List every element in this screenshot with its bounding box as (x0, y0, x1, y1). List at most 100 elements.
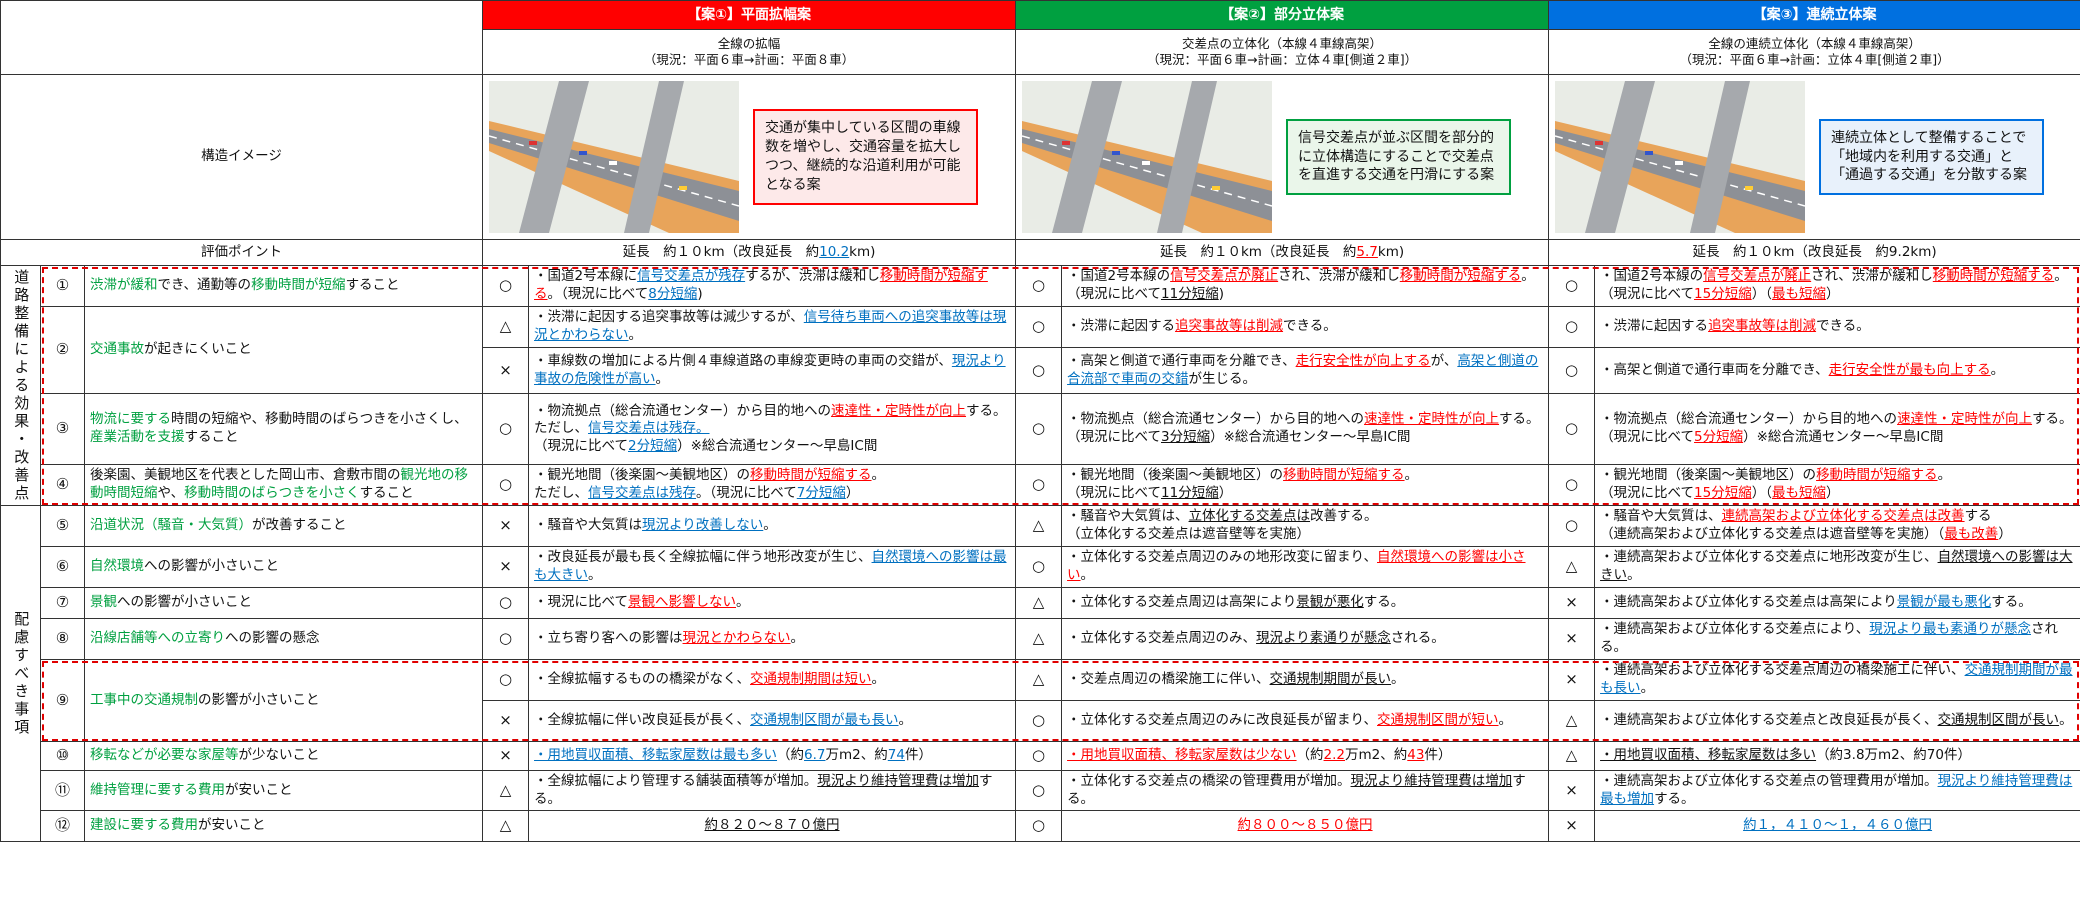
text: （約 (777, 747, 805, 764)
text: ・全線拡幅により管理する舗装面積等が増加。 (534, 773, 818, 789)
text: 延長 約１０km（改良延長 約9.2km) (1692, 243, 1937, 260)
data-row: ⑫ 建設に要する費用が安いこと △ 約８２０～８７０億円 ○ 約８００～８５０億円 × 約１，… (1, 810, 2080, 843)
evaluation-text: ・騒音や大気質は現況より改善しない。 (528, 505, 1017, 547)
text-green: 移動時間が短縮 (251, 277, 346, 294)
item-number: ⑧ (40, 618, 85, 660)
evaluation-text: ・立体化する交差点周辺のみに改良延長が留まり、交通規制区間が短い。 (1061, 700, 1550, 742)
evaluation-text: ・連続高架および立体化する交差点により、現況より最も素通りが懸念される。 (1594, 618, 2080, 660)
rating-mark: ○ (1015, 810, 1063, 843)
subtitle-line: （現況：平面６車→計画：立体４車[側道２車]） (1146, 52, 1418, 67)
text: ・物流拠点（総合流通センター）から目的地への (1600, 411, 1898, 428)
rating-mark: ○ (1015, 347, 1063, 394)
text-red: 15分短縮 (1694, 286, 1752, 302)
text-red: 速達性・定時性が向上 (831, 402, 967, 419)
item-label: 沿道状況（騒音・大気質）が改善すること (83, 505, 484, 547)
item-label: 建設に要する費用が安いこと (83, 810, 484, 843)
text-blue: 信号交差点が残存 (637, 268, 746, 285)
text-under: 11分短縮 (1161, 485, 1219, 501)
item-number: ⑪ (40, 769, 85, 812)
rating-mark: ○ (1548, 347, 1596, 394)
rating-mark: △ (482, 810, 530, 843)
evaluation-text: ・連続高架および立体化する交差点に地形改変が生じ、自然環境への影響は大きい。 (1594, 546, 2080, 588)
text-green: 景観 (90, 594, 117, 611)
subtitle-line: 交差点の立体化（本線４車線高架） (1182, 35, 1383, 51)
data-row: 配慮すべき事項 ⑤ 沿道状況（騒音・大気質）が改善すること × ・騒音や大気質は現況より… (0, 504, 2080, 843)
text-under: 交通規制期間が長い (1269, 671, 1392, 688)
rating-mark: ○ (1015, 265, 1063, 307)
text-red: 走行安全性が最も向上する (1828, 361, 1991, 378)
text: km) (849, 243, 876, 260)
evaluation-text: ・立体化する交差点の橋梁の管理費用が増加。現況より維持管理費は増加する。 (1061, 769, 1550, 812)
text: ・立ち寄り客への影響は (534, 630, 683, 647)
text: 。 (1498, 712, 1513, 729)
text-blue: 現況より事故の危険性が高い (534, 352, 1006, 387)
item-label: 自然環境への影響が小さいこと (83, 546, 484, 588)
text-blue: 約１，４１０～１，４６０億円 (1743, 817, 1933, 834)
text-blue: 現況より維持管理費は最も増加 (1600, 773, 2073, 807)
text: が、 (1430, 352, 1458, 369)
text: ・国道2号本線の (1067, 268, 1171, 285)
rating-mark: ○ (1548, 306, 1596, 348)
text: km) (1377, 243, 1405, 260)
item-number: ⑦ (40, 587, 85, 619)
evaluation-text: ・用地買収面積、移転家屋数は多い（約3.8万m2、約70件） (1594, 741, 2080, 771)
text-red: 43 (1407, 747, 1425, 764)
text: ・観光地間（後楽園～美観地区）の (1067, 467, 1284, 484)
text-blue: ・用地買収面積、移転家屋数は最も多い (534, 747, 778, 764)
text: する。 (1991, 594, 2032, 611)
text: ・立体化する交差点周辺のみに改良延長が留まり、 (1067, 712, 1378, 729)
rating-mark: △ (1015, 659, 1063, 701)
text: 。 ただし、 (534, 467, 886, 501)
text: ） (1825, 286, 1840, 302)
text: ・交差点周辺の橋梁施工に伴い、 (1067, 671, 1270, 688)
item-label: 移転などが必要な家屋等が少ないこと (83, 741, 484, 771)
text-blue: 8分短縮 (648, 286, 698, 302)
text-red: 最も改善 (1944, 526, 1999, 542)
data-row: 道路整備による効果・改善点 ① 渋滞が緩和でき、通勤等の移動時間が短縮すること ○ ・国… (0, 265, 2080, 506)
rating-mark: △ (1015, 505, 1063, 547)
image-cell: 交通が集中している区間の車線数を増やし、交通容量を拡大しつつ、継続的な沿道利用が… (482, 74, 1017, 240)
text-under: 11分短縮 (1161, 286, 1219, 302)
text-green: 渋滞が緩和 (90, 277, 158, 294)
evaluation-text: ・国道2号本線に信号交差点が残存するが、渋滞は緩和し移動時間が短縮する。（現況に… (528, 265, 1017, 307)
rating-mark: ○ (482, 464, 530, 506)
item-number: ② (40, 306, 85, 394)
rating-mark: ○ (482, 618, 530, 660)
item-number: ④ (40, 464, 85, 506)
plan-title: 【案②】部分立体案 (1015, 0, 1550, 30)
text-red: 15分短縮 (1694, 485, 1752, 501)
text: の影響が小さいこと (198, 691, 320, 708)
text: ) (1218, 286, 1224, 302)
rating-mark: × (1548, 618, 1596, 660)
text: ・全線拡幅に伴い改良延長が長く、 (534, 712, 751, 729)
text: ・連続高架および立体化する交差点周辺の橋梁施工に伴い、 (1600, 662, 1965, 679)
plan-subtitle: 全線の連続立体化（本線４車線高架） （現況：平面６車→計画：立体４車[側道２車]） (1548, 29, 2080, 75)
evaluation-text: ・物流拠点（総合流通センター）から目的地への速達性・定時性が向上する。ただし、信… (528, 393, 1017, 465)
evaluation-text: ・連続高架および立体化する交差点の管理費用が増加。現況より維持管理費は最も増加す… (1594, 769, 2080, 812)
text: ）※総合流通センター～早島IC間 (1210, 429, 1411, 445)
text-blue: 信号交差点は残存。 (588, 420, 710, 437)
text-blue: 10.2 (819, 243, 850, 260)
image-wrap: 連続立体として整備することで「地域内を利用する交通」と「通過する交通」を分散する… (1555, 81, 2074, 233)
group-label: 道路整備による効果・改善点 (0, 265, 41, 506)
data-row: ⑪ 維持管理に要する費用が安いこと △ ・全線拡幅により管理する舗装面積等が増加。現況… (1, 769, 2080, 812)
comparison-table: 【案①】平面拡幅案 【案②】部分立体案 【案③】連続立体案 全線の拡幅 （現況：平面６車… (0, 0, 2080, 843)
text-under: ・用地買収面積、移転家屋数は多い (1600, 747, 1817, 764)
text: する。 （現況に比べて (1067, 411, 1540, 445)
text-red: 景観へ影響しない (628, 594, 736, 611)
text: が生じる。 (1188, 370, 1257, 387)
text-red: 移動時間が短縮する (1399, 268, 1522, 285)
text: 。 （現況に比べて (1600, 467, 1952, 501)
text-red: 速達性・定時性が向上 (1897, 411, 2033, 428)
text-green: 沿線店舗等への立寄り (90, 630, 225, 647)
text: 。 (898, 712, 913, 729)
subtitle-line: （現況：平面６車→計画：平面８車） (643, 52, 855, 67)
text-red: 追突事故等は削減 (1708, 318, 1817, 335)
text: ）※総合流通センター～早島IC間 (1743, 429, 1944, 445)
text: ・改良延長が最も長く全線拡幅に伴う地形改変が生じ、 (534, 549, 872, 566)
text: する。 （現況に比べて (1600, 411, 2073, 445)
rating-mark: △ (1015, 587, 1063, 619)
text-red: ・用地買収面積、移転家屋数は少ない (1067, 747, 1297, 764)
image-wrap: 交通が集中している区間の車線数を増やし、交通容量を拡大しつつ、継続的な沿道利用が… (489, 81, 1009, 233)
